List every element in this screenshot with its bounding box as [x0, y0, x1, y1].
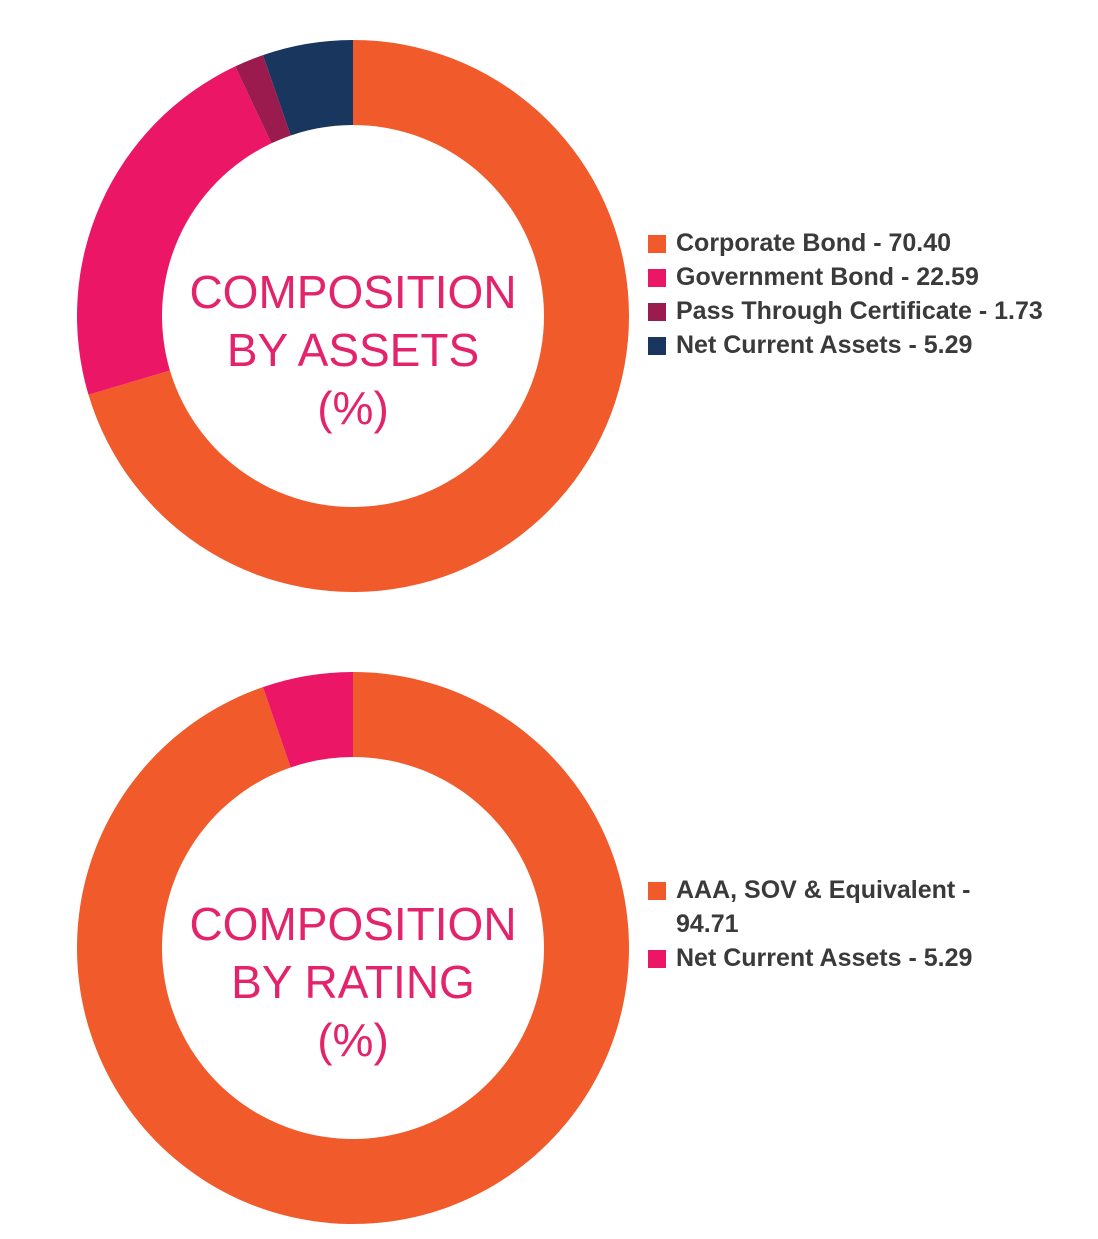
- legend-swatch: [648, 235, 666, 253]
- donut-chart-rating: [76, 672, 629, 1224]
- legend-item-aaa-sov-equivalent: AAA, SOV & Equivalent - 94.71: [648, 873, 1088, 941]
- legend-swatch: [648, 337, 666, 355]
- chart-title-line: (%): [317, 1014, 389, 1066]
- legend-swatch: [648, 303, 666, 321]
- legend-label: AAA, SOV & Equivalent -: [676, 876, 971, 904]
- legend-label: Government Bond - 22.59: [676, 263, 979, 291]
- donut-slice-aaa-sov-equivalent: [76, 672, 629, 1224]
- legend-swatch: [648, 882, 666, 900]
- chart-center-title: COMPOSITION BY RATING (%): [153, 895, 553, 1069]
- donut-slice-corporate-bond: [88, 40, 630, 592]
- chart-title-line: COMPOSITION: [189, 266, 517, 318]
- legend-swatch: [648, 950, 666, 968]
- legend-label: Net Current Assets - 5.29: [676, 331, 973, 359]
- donut-slice-net-current-assets: [262, 40, 353, 136]
- donut-slice-net-current-assets: [262, 672, 353, 768]
- legend-item-pass-through-certificate: Pass Through Certificate - 1.73: [648, 294, 1088, 328]
- chart-title-line: BY RATING: [231, 956, 475, 1008]
- legend-label: 94.71: [676, 910, 739, 938]
- donut-chart-assets: [76, 40, 630, 592]
- chart-center-title: COMPOSITION BY ASSETS (%): [153, 263, 553, 437]
- legend-label: Corporate Bond - 70.40: [676, 229, 952, 257]
- chart-title-line: COMPOSITION: [189, 898, 517, 950]
- chart-composition-by-assets: COMPOSITION BY ASSETS (%) Corporate Bond…: [0, 30, 1098, 592]
- chart-title-line: (%): [317, 382, 389, 434]
- chart-composition-by-rating: COMPOSITION BY RATING (%) AAA, SOV & Equ…: [0, 662, 1098, 1224]
- legend-label: Pass Through Certificate - 1.73: [676, 297, 1043, 325]
- legend-item-corporate-bond: Corporate Bond - 70.40: [648, 226, 1088, 260]
- legend-item-net-current-assets: Net Current Assets - 5.29: [648, 328, 1088, 362]
- chart-legend: AAA, SOV & Equivalent - 94.71 Net Curren…: [648, 873, 1088, 975]
- legend-label: Net Current Assets - 5.29: [676, 944, 973, 972]
- chart-legend: Corporate Bond - 70.40 Government Bond -…: [648, 226, 1088, 362]
- legend-item-net-current-assets: Net Current Assets - 5.29: [648, 941, 1088, 975]
- donut-slice-pass-through-certificate: [235, 55, 291, 144]
- legend-item-government-bond: Government Bond - 22.59: [648, 260, 1088, 294]
- legend-swatch: [648, 269, 666, 287]
- donut-slice-government-bond: [76, 66, 272, 395]
- chart-title-line: BY ASSETS: [226, 324, 480, 376]
